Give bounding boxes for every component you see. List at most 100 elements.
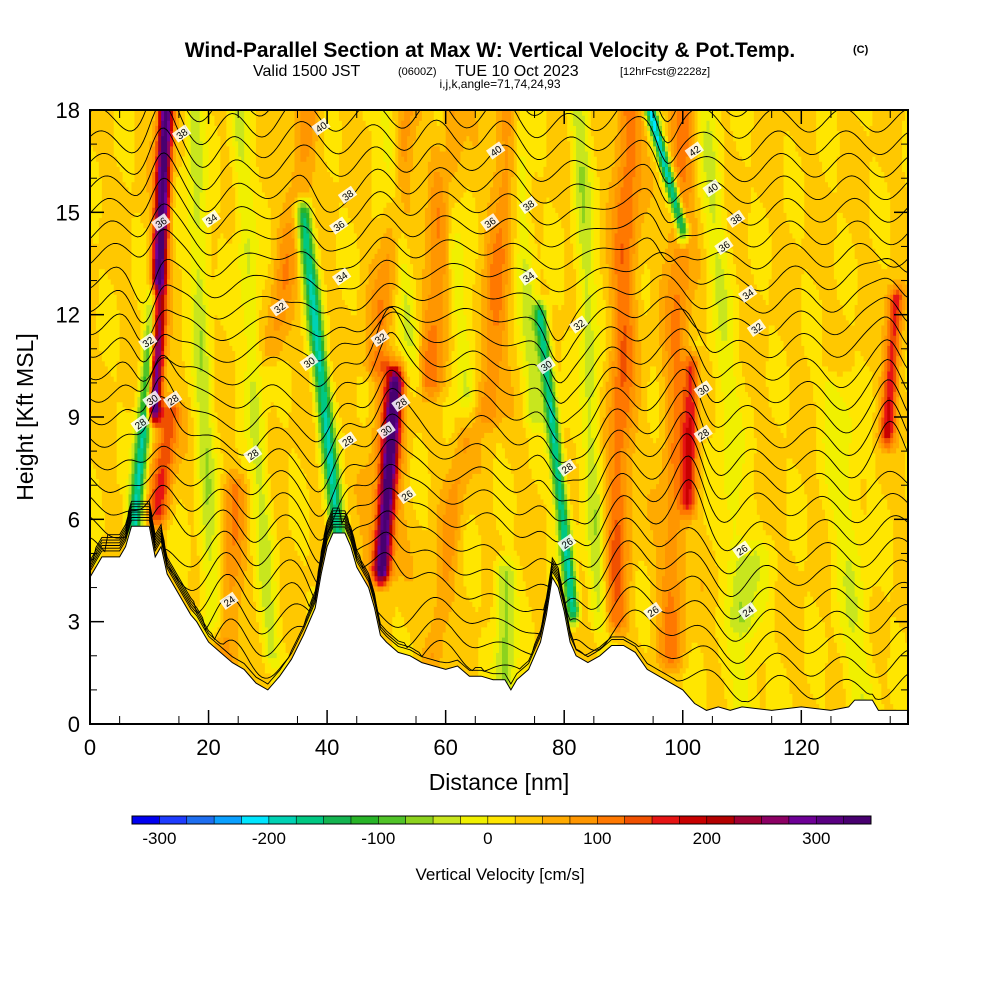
w-cell	[487, 110, 491, 203]
w-cell	[164, 324, 168, 346]
w-cell	[472, 514, 476, 607]
w-cell	[270, 534, 275, 602]
w-cell	[543, 411, 548, 423]
w-cell	[688, 514, 693, 520]
w-cell	[543, 166, 548, 203]
w-cell	[872, 248, 876, 398]
w-cell	[676, 222, 681, 229]
w-cell	[377, 544, 382, 556]
w-cell	[427, 401, 432, 474]
w-cell	[676, 294, 681, 510]
contour-label-bg	[693, 424, 713, 443]
w-cell	[401, 381, 405, 387]
w-cell	[620, 386, 625, 449]
w-cell	[158, 181, 162, 203]
w-cell	[214, 314, 219, 413]
w-cell	[205, 110, 210, 142]
w-cell	[709, 539, 713, 724]
w-cell	[377, 585, 382, 592]
contour-label-bg	[269, 298, 290, 317]
w-cell	[140, 437, 144, 449]
w-cell	[193, 294, 198, 367]
w-cell	[327, 350, 331, 367]
w-cell	[653, 135, 657, 142]
contour-label: 32	[269, 298, 290, 317]
w-cell	[327, 503, 331, 515]
w-cell	[581, 447, 586, 572]
w-cell	[404, 355, 408, 362]
w-cell	[608, 529, 613, 587]
w-cell	[750, 555, 755, 618]
w-cell	[863, 130, 868, 362]
w-cell	[119, 110, 124, 172]
w-cell	[875, 253, 879, 433]
w-cell	[564, 447, 568, 474]
w-cell	[662, 140, 666, 147]
w-cell	[555, 110, 559, 213]
w-cell	[860, 125, 865, 357]
w-cell	[149, 406, 153, 413]
w-cell	[730, 606, 734, 628]
w-cell	[543, 324, 548, 341]
w-cell	[664, 150, 669, 157]
w-cell	[688, 509, 693, 515]
w-cell	[161, 406, 165, 418]
w-cell	[377, 432, 382, 464]
w-cell	[466, 110, 470, 137]
w-cell	[128, 473, 133, 495]
w-cell	[528, 417, 533, 428]
w-cell	[285, 110, 290, 193]
w-cell	[463, 191, 467, 316]
w-cell	[167, 181, 171, 198]
w-cell	[682, 519, 687, 653]
w-cell	[629, 386, 633, 428]
w-cell	[220, 626, 224, 648]
w-cell	[389, 140, 393, 162]
w-cell	[664, 350, 669, 541]
w-cell	[472, 110, 476, 147]
w-cell	[149, 417, 153, 423]
w-cell	[827, 186, 832, 372]
w-cell	[513, 514, 518, 551]
vertical-velocity-field	[90, 110, 908, 724]
w-cell	[460, 514, 465, 715]
w-cell	[635, 299, 639, 433]
w-cell	[315, 243, 319, 259]
w-cell	[697, 355, 702, 490]
w-cell	[664, 191, 669, 198]
w-cell	[267, 355, 272, 367]
w-cell	[371, 565, 376, 572]
w-cell	[662, 376, 666, 449]
w-cell	[774, 580, 779, 643]
w-cell	[632, 452, 636, 724]
w-cell	[753, 550, 758, 592]
contour-label: 34	[738, 284, 758, 303]
w-cell	[822, 442, 826, 510]
w-cell	[158, 135, 162, 152]
w-cell	[217, 110, 221, 137]
w-cell	[395, 483, 399, 500]
w-cell	[688, 488, 693, 505]
w-cell	[300, 207, 304, 213]
w-cell	[887, 442, 891, 449]
w-cell	[161, 381, 165, 398]
w-cell	[869, 642, 874, 684]
w-cell	[656, 437, 660, 485]
w-cell	[780, 340, 785, 433]
w-cell	[469, 401, 473, 413]
w-cell	[854, 115, 859, 259]
w-cell	[564, 115, 568, 331]
w-cell	[433, 386, 438, 393]
w-cell	[386, 365, 390, 372]
w-cell	[371, 258, 376, 290]
w-cell	[685, 503, 690, 510]
w-cell	[433, 324, 438, 387]
w-cell	[184, 110, 189, 382]
w-cell	[676, 202, 681, 208]
contour-label-bg	[311, 117, 331, 136]
w-cell	[119, 401, 124, 495]
w-cell	[362, 427, 367, 469]
w-cell	[697, 647, 702, 724]
w-cell	[178, 498, 183, 587]
w-cell	[309, 202, 313, 208]
